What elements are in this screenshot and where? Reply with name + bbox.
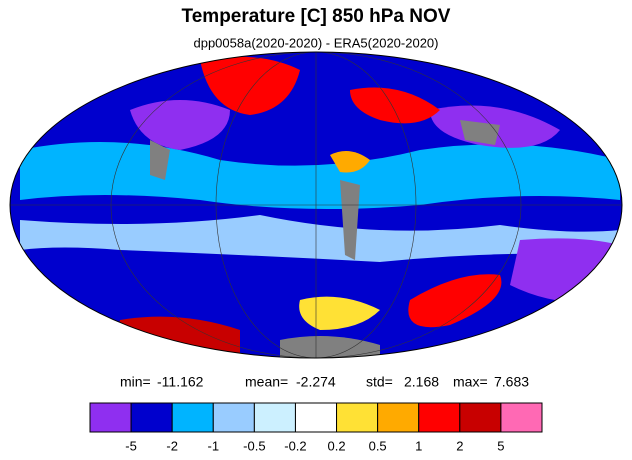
field-patch	[200, 56, 300, 115]
map	[10, 52, 622, 358]
map-outline	[9, 51, 623, 359]
colorbar-box	[294, 402, 338, 433]
title: Temperature [C] 850 hPa NOV	[182, 6, 451, 27]
colorbar-label: -0.5	[243, 438, 265, 453]
colorbar-label: -5	[125, 438, 137, 453]
colorbar-box	[130, 402, 173, 433]
colorbar-label: -1	[207, 438, 219, 453]
field-patch	[20, 142, 620, 209]
land-mask	[150, 120, 500, 260]
stat-value: -11.162	[157, 374, 204, 390]
field-patch	[20, 215, 620, 262]
colorbar-label: 2	[456, 438, 463, 453]
colorbar-box	[171, 402, 214, 433]
colorbar-box	[459, 402, 502, 433]
subtitle: dpp0058a(2020-2020) - ERA5(2020-2020)	[193, 35, 438, 50]
colorbar-box	[377, 402, 420, 433]
stat-value: 2.168	[404, 374, 439, 390]
colorbar-label: 0.5	[369, 438, 387, 453]
field-patch	[408, 274, 502, 328]
colorbar-label: 1	[415, 438, 422, 453]
stat-label: mean=	[245, 374, 288, 390]
field-patch	[130, 100, 230, 150]
colorbar-box	[500, 402, 543, 433]
stat-value: -2.274	[296, 374, 336, 390]
colorbar-label: 0.2	[328, 438, 346, 453]
stat-label: std=	[366, 374, 393, 390]
colorbar-box	[253, 402, 296, 433]
colorbar-box	[212, 402, 255, 433]
colorbar: -5 -2 -1 -0.5 -0.2 0.2 0.5 1 2 5	[89, 402, 543, 453]
colorbar-box	[336, 402, 379, 433]
colorbar-label: 5	[497, 438, 504, 453]
stats: min= -11.162 mean= -2.274 std= 2.168 max= 7.683	[120, 374, 529, 390]
field-patch	[110, 316, 240, 358]
stat-label: max=	[453, 374, 488, 390]
colorbar-label: -0.2	[284, 438, 306, 453]
colorbar-box	[418, 402, 461, 433]
field-patch	[330, 151, 370, 173]
colorbar-label: -2	[166, 438, 178, 453]
land-mask	[280, 336, 380, 358]
field-patch	[299, 296, 380, 330]
graticule	[10, 52, 622, 358]
stat-value: 7.683	[494, 374, 529, 390]
field-patch	[350, 87, 440, 124]
stat-label: min=	[120, 374, 151, 390]
colorbar-box	[89, 402, 132, 433]
